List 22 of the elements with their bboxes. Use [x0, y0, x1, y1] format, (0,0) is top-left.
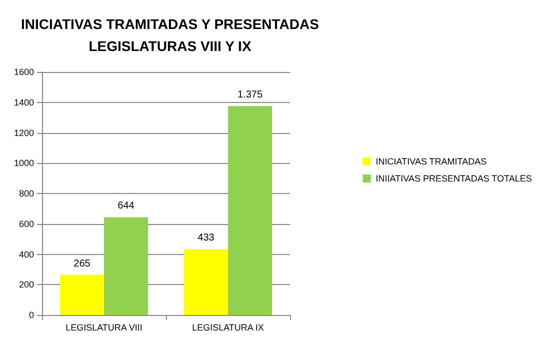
x-tick-label: LEGISLATURA IX — [192, 322, 264, 332]
chart-title: INICIATIVAS TRAMITADAS Y PRESENTADAS LEGISLATURAS VIII Y IX — [21, 16, 319, 54]
legend-label: INICIATIVAS TRAMITADAS — [376, 156, 487, 166]
y-tick-label: 1600 — [14, 67, 34, 77]
legend-label: INIIATIVAS PRESENTADAS TOTALES — [376, 174, 532, 184]
y-tick-label: 1400 — [14, 97, 34, 108]
y-tick-label: 400 — [18, 249, 34, 260]
data-label: 1.375 — [237, 90, 263, 101]
x-tick-label: LEGISLATURA VIII — [66, 322, 142, 332]
y-tick-label: 1000 — [14, 158, 34, 168]
y-tick-label: 200 — [18, 280, 34, 290]
y-tick-label: 600 — [18, 218, 34, 229]
data-label: 265 — [74, 258, 91, 270]
data-label: 644 — [118, 200, 135, 212]
y-tick-label: 1200 — [14, 128, 34, 138]
data-label: 433 — [198, 232, 215, 244]
bar — [184, 249, 228, 315]
y-tick-label: 0 — [28, 310, 34, 320]
y-tick-label: 800 — [18, 188, 34, 198]
bar — [60, 274, 104, 315]
bar — [228, 106, 272, 315]
bar — [104, 217, 148, 315]
